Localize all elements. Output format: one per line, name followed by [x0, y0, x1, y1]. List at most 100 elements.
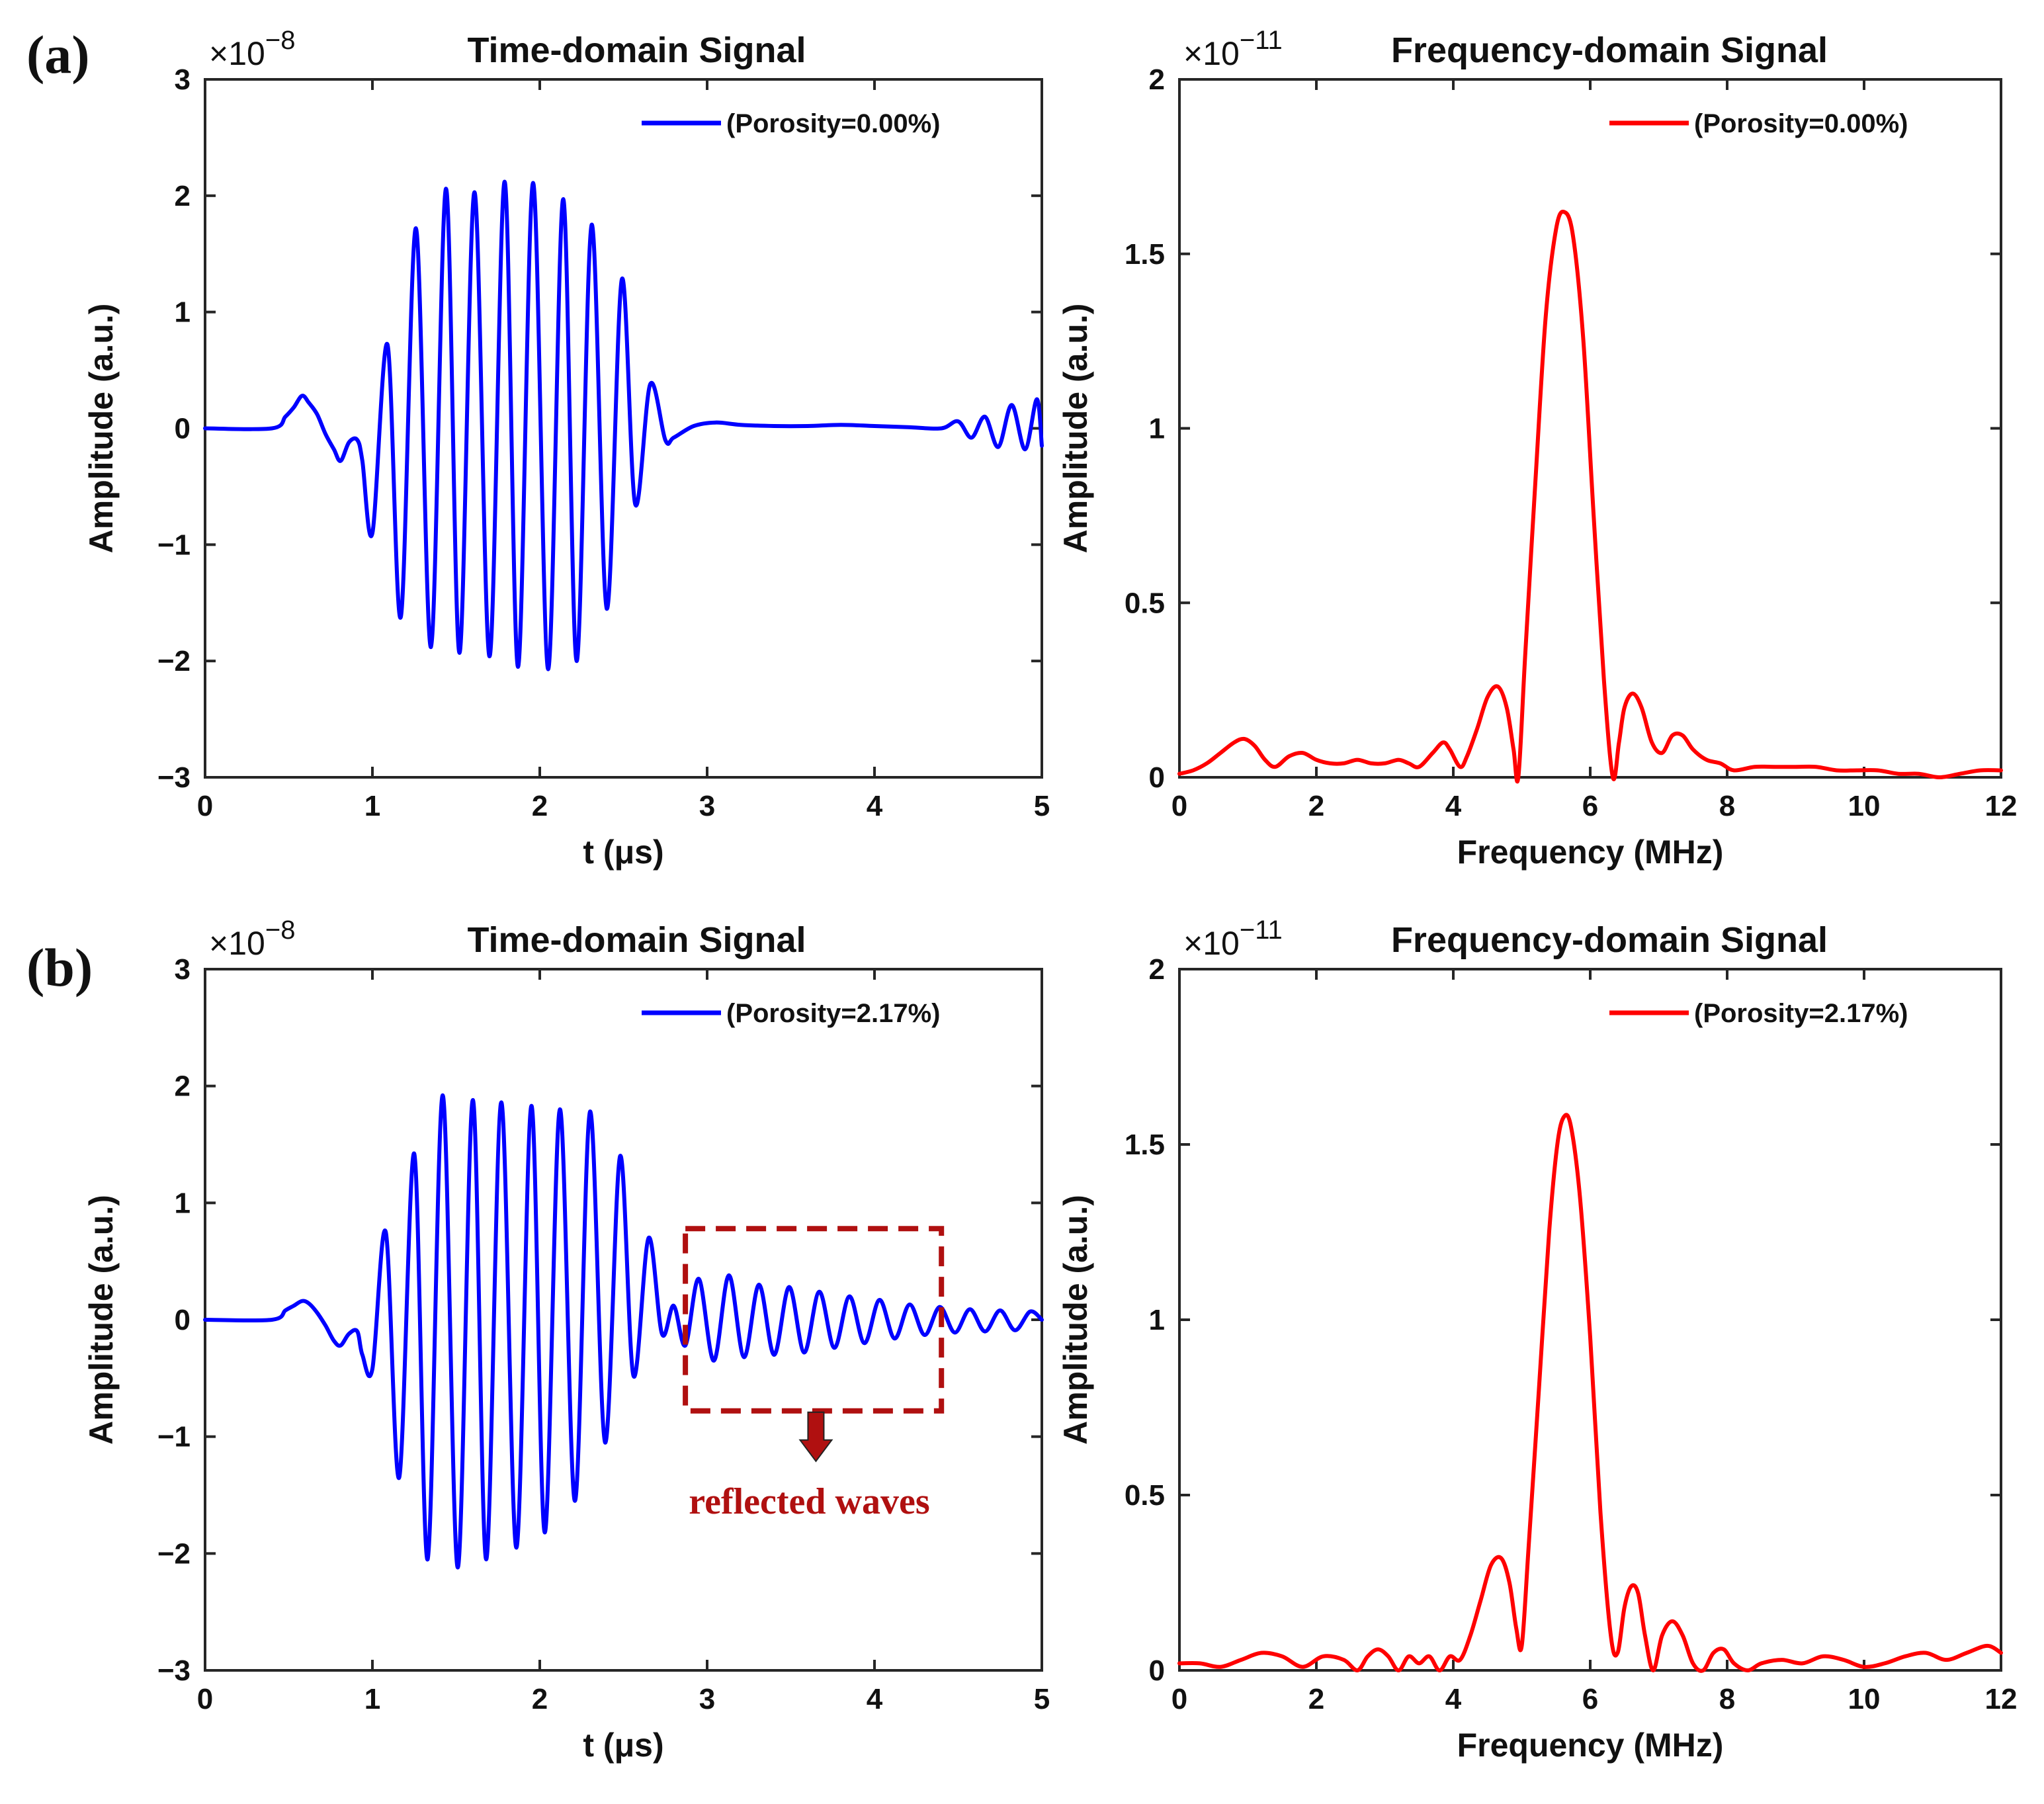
x-tick-label: 12: [1985, 1683, 2018, 1715]
legend-label: (Porosity=2.17%): [1694, 999, 1908, 1028]
x-tick-label: 1: [364, 1683, 380, 1715]
multiplier-base: ×10: [1183, 925, 1240, 962]
y-tick-label: 3: [175, 64, 191, 96]
x-tick-label: 2: [532, 1683, 548, 1715]
y-axis-label: Amplitude (a.u.): [1057, 304, 1094, 554]
multiplier-exponent: −8: [265, 26, 296, 55]
multiplier-base: ×10: [209, 35, 265, 72]
chart-b-freq: 0 2 4 6 8 10 12 0 0.5 1 1.5 2 ×10−11 Frequency-domain…: [1057, 916, 2017, 1764]
y-tick-label: 1: [175, 296, 191, 329]
x-tick-label: 8: [1719, 1683, 1735, 1715]
y-tick-label: 0.5: [1125, 1479, 1165, 1512]
annotation-arrow-icon: [798, 1411, 833, 1463]
y-tick-label: 2: [1149, 953, 1165, 986]
annotation-label: reflected waves: [689, 1481, 929, 1522]
y-tick-label: −1: [157, 529, 191, 561]
y-tick-label: 0: [1149, 761, 1165, 794]
y-tick-label: −3: [157, 761, 191, 794]
x-tick-label: 8: [1719, 790, 1735, 822]
multiplier-base: ×10: [209, 925, 265, 962]
x-tick-label: 1: [364, 790, 380, 822]
multiplier-exponent: −11: [1240, 26, 1283, 55]
x-axis-label: Frequency (MHz): [1457, 834, 1724, 871]
x-tick-label: 3: [699, 1683, 715, 1715]
y-tick-label: 0: [175, 413, 191, 445]
x-axis-label: t (μs): [583, 834, 663, 871]
legend: (Porosity=2.17%): [642, 999, 940, 1028]
x-tick-label: 0: [197, 790, 213, 822]
multiplier-exponent: −8: [265, 916, 296, 945]
axis-multiplier: ×10−11: [1183, 26, 1283, 72]
y-tick-label: 0.5: [1125, 587, 1165, 619]
y-tick-label: 0: [175, 1304, 191, 1336]
axis-multiplier: ×10−8: [209, 916, 295, 962]
y-tick-label: 1: [1149, 413, 1165, 445]
x-tick-label: 0: [1171, 1683, 1187, 1715]
legend: (Porosity=2.17%): [1609, 999, 1908, 1028]
y-axis-label: Amplitude (a.u.): [83, 1195, 120, 1445]
annotation-dashed-box: [683, 1226, 945, 1414]
chart-a-freq: 0 2 4 6 8 10 12 0 0.5 1 1.5 2 ×10−11 Frequency-domain…: [1057, 26, 2017, 871]
y-tick-label: 2: [175, 1070, 191, 1103]
y-tick-label: −2: [157, 645, 191, 677]
series-line: [1177, 1113, 2003, 1673]
y-tick-label: 3: [175, 953, 191, 986]
legend: (Porosity=0.00%): [1609, 109, 1908, 138]
multiplier-exponent: −11: [1240, 916, 1283, 945]
x-tick-label: 3: [699, 790, 715, 822]
series-points: [1179, 1116, 2002, 1671]
chart-title: Time-domain Signal: [467, 920, 806, 960]
y-axis-label: Amplitude (a.u.): [1057, 1195, 1094, 1445]
y-tick-label: 2: [1149, 64, 1165, 96]
legend-label: (Porosity=2.17%): [726, 999, 940, 1028]
axis-multiplier: ×10−8: [209, 26, 295, 72]
y-axis-label: Amplitude (a.u.): [83, 304, 120, 554]
chart-title: Time-domain Signal: [467, 30, 806, 70]
x-tick-label: 6: [1582, 1683, 1598, 1715]
chart-title: Frequency-domain Signal: [1391, 30, 1828, 70]
series-line: [203, 179, 1044, 671]
chart-a-time: (a) 0 1 2 3 4 5 −3 −2 −1 0 1 2 3 ×10−8 Time-domain Sign…: [26, 24, 1050, 871]
x-tick-label: 4: [1445, 790, 1462, 822]
y-tick-label: 1.5: [1125, 1129, 1165, 1161]
chart-title: Frequency-domain Signal: [1391, 920, 1828, 960]
x-tick-label: 4: [867, 790, 883, 822]
x-tick-label: 4: [867, 1683, 883, 1715]
multiplier-base: ×10: [1183, 35, 1240, 72]
x-tick-label: 12: [1985, 790, 2018, 822]
y-tick-label: −1: [157, 1421, 191, 1453]
series-points: [204, 396, 362, 461]
legend-label: (Porosity=0.00%): [1694, 109, 1908, 138]
x-tick-label: 5: [1034, 790, 1050, 822]
x-tick-label: 2: [1308, 1683, 1324, 1715]
series-points: [1179, 212, 2002, 778]
x-axis-label: Frequency (MHz): [1457, 1727, 1724, 1764]
x-tick-label: 10: [1848, 790, 1881, 822]
series-line: [203, 1093, 1044, 1570]
x-tick-label: 10: [1848, 1683, 1881, 1715]
legend: (Porosity=0.00%): [642, 109, 940, 138]
reflected-waves-annotation: reflected waves: [683, 1226, 945, 1522]
series-line: [1177, 209, 2003, 784]
x-tick-label: 6: [1582, 790, 1598, 822]
y-tick-label: 1.5: [1125, 238, 1165, 271]
x-tick-label: 4: [1445, 1683, 1462, 1715]
x-tick-label: 0: [1171, 790, 1187, 822]
y-tick-label: −2: [157, 1537, 191, 1570]
y-tick-label: 0: [1149, 1654, 1165, 1687]
x-tick-label: 2: [532, 790, 548, 822]
x-axis-label: t (μs): [583, 1727, 663, 1764]
x-tick-label: 0: [197, 1683, 213, 1715]
panel-label: (b): [26, 937, 93, 998]
axis-multiplier: ×10−11: [1183, 916, 1283, 962]
y-tick-label: 1: [1149, 1304, 1165, 1336]
legend-label: (Porosity=0.00%): [726, 109, 940, 138]
x-tick-label: 5: [1034, 1683, 1050, 1715]
y-tick-label: 2: [175, 180, 191, 212]
x-tick-label: 2: [1308, 790, 1324, 822]
panel-label: (a): [26, 24, 90, 85]
series-points: [204, 1301, 362, 1355]
y-tick-label: −3: [157, 1654, 191, 1687]
chart-b-time: (b) 0 1 2 3 4 5 −3 −2 −1 0 1 2 3 ×10−8 Time-domain Sign…: [26, 916, 1050, 1764]
